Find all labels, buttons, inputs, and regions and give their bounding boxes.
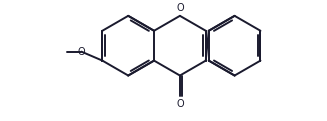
Text: O: O [176,3,184,13]
Text: O: O [77,47,85,57]
Text: O: O [176,99,184,109]
